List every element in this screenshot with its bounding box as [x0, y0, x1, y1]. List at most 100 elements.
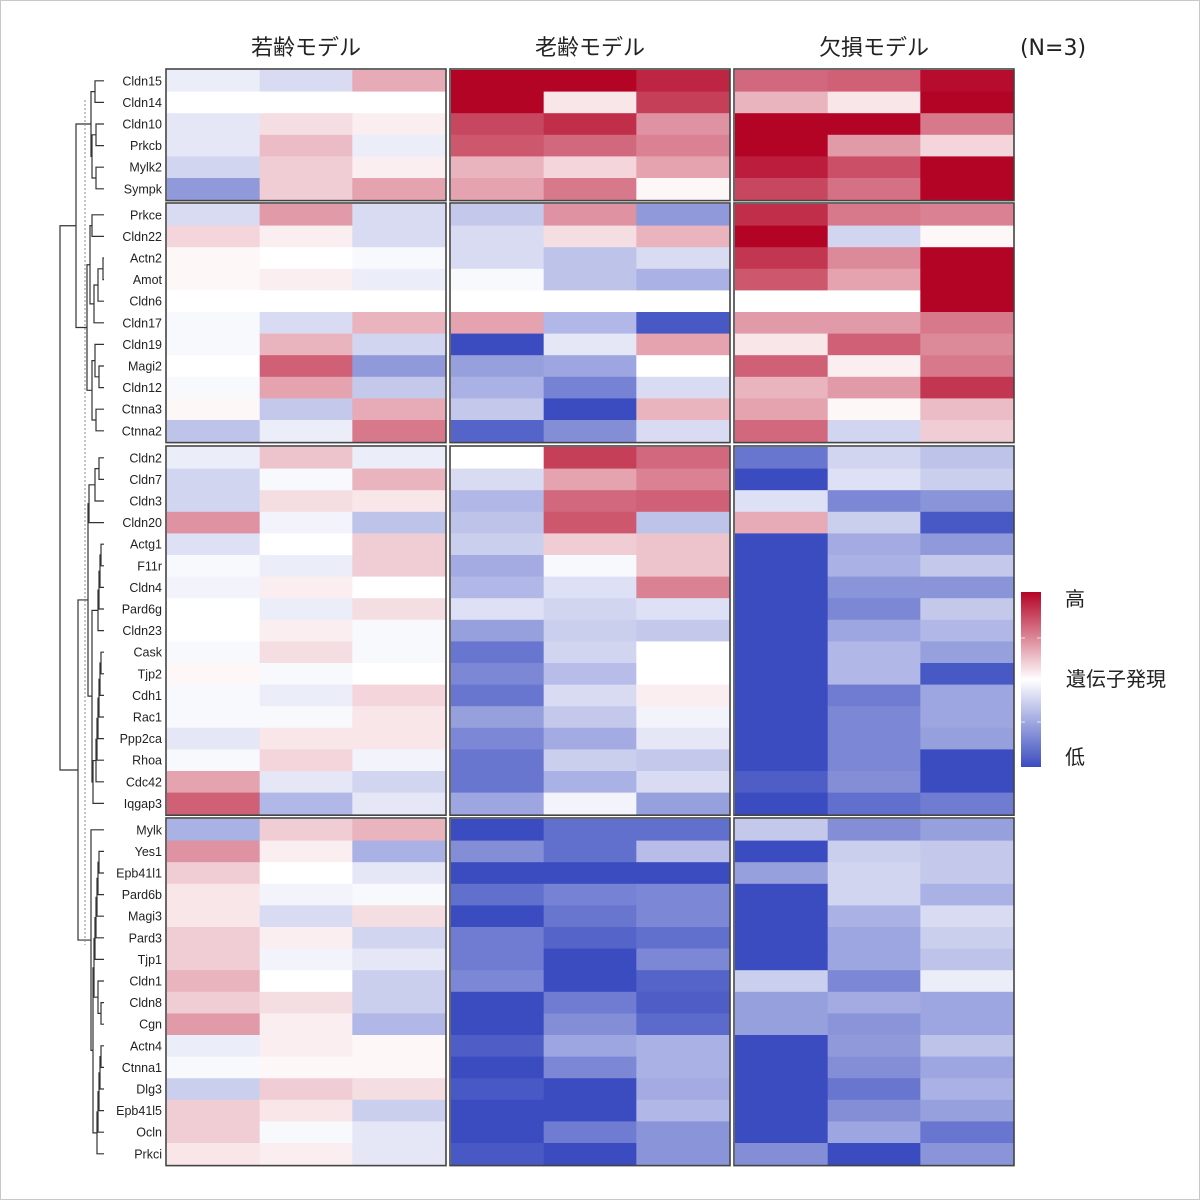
- heatmap-cell: [735, 749, 829, 772]
- heatmap-cell: [167, 134, 261, 157]
- heatmap-cell: [920, 268, 1014, 291]
- heatmap-cell: [827, 1056, 921, 1079]
- heatmap-cell: [451, 1056, 545, 1079]
- heatmap-cell: [352, 819, 446, 842]
- heatmap-cell: [352, 641, 446, 664]
- gene-label: Amot: [133, 273, 163, 287]
- heatmap-cell: [167, 771, 261, 794]
- heatmap-cell: [827, 862, 921, 885]
- heatmap-cell: [167, 840, 261, 863]
- heatmap-cell: [352, 490, 446, 513]
- heatmap-cell: [167, 792, 261, 815]
- heatmap-cell: [636, 1121, 730, 1144]
- heatmap-cell: [352, 948, 446, 971]
- heatmap-cell: [451, 134, 545, 157]
- heatmap-cell: [920, 840, 1014, 863]
- heatmap-cell: [167, 819, 261, 842]
- heatmap-cell: [636, 490, 730, 513]
- colorbar-title: 遺伝子発現: [1066, 667, 1166, 691]
- heatmap-cell: [827, 1078, 921, 1101]
- heatmap-cell: [451, 247, 545, 270]
- heatmap-cell: [636, 927, 730, 950]
- heatmap-cell: [543, 376, 637, 399]
- heatmap-cell: [451, 178, 545, 201]
- heatmap-cell: [543, 178, 637, 201]
- gene-label: Magi2: [128, 360, 162, 374]
- heatmap-cell: [451, 1143, 545, 1166]
- heatmap-cell: [543, 268, 637, 291]
- heatmap-cell: [167, 312, 261, 335]
- gene-label: Ocln: [136, 1126, 162, 1140]
- heatmap-cell: [543, 1056, 637, 1079]
- cluster-panel-border: [165, 817, 447, 1167]
- heatmap-cell: [259, 376, 353, 399]
- heatmap-cell: [735, 511, 829, 534]
- heatmap-cell: [827, 398, 921, 421]
- heatmap-cell: [920, 706, 1014, 729]
- heatmap-cell: [827, 1099, 921, 1122]
- heatmap-cell: [735, 247, 829, 270]
- heatmap-cell: [352, 883, 446, 906]
- heatmap-cell: [636, 663, 730, 686]
- heatmap-cell: [543, 883, 637, 906]
- heatmap-cell: [451, 948, 545, 971]
- heatmap-cell: [352, 555, 446, 578]
- heatmap-cell: [451, 749, 545, 772]
- heatmap-cell: [920, 156, 1014, 179]
- dendrogram-branch: [59, 225, 78, 771]
- heatmap-cell: [735, 134, 829, 157]
- heatmap-cell: [920, 113, 1014, 136]
- heatmap-cell: [259, 1035, 353, 1058]
- heatmap-cell: [920, 948, 1014, 971]
- heatmap-cell: [543, 927, 637, 950]
- heatmap-cell: [543, 576, 637, 599]
- heatmap-cell: [352, 1035, 446, 1058]
- heatmap-cell: [920, 883, 1014, 906]
- heatmap-cell: [259, 727, 353, 750]
- heatmap-cell: [920, 1099, 1014, 1122]
- heatmap-cell: [920, 862, 1014, 885]
- heatmap-cell: [636, 225, 730, 248]
- heatmap-cell: [636, 333, 730, 356]
- heatmap-cell: [352, 268, 446, 291]
- heatmap-cell: [920, 792, 1014, 815]
- heatmap-cell: [636, 355, 730, 378]
- dendrogram: [59, 80, 104, 1155]
- heatmap-cell: [735, 771, 829, 794]
- heatmap-cell: [827, 204, 921, 227]
- heatmap-cell: [451, 1035, 545, 1058]
- heatmap-cell: [352, 792, 446, 815]
- heatmap-cell: [543, 91, 637, 114]
- heatmap-cell: [352, 905, 446, 928]
- heatmap-cell: [352, 333, 446, 356]
- heatmap-cell: [735, 113, 829, 136]
- heatmap-cell: [920, 598, 1014, 621]
- heatmap-cell: [259, 948, 353, 971]
- heatmap-cell: [543, 490, 637, 513]
- heatmap-cell: [735, 862, 829, 885]
- heatmap-cell: [259, 749, 353, 772]
- heatmap-cell: [636, 905, 730, 928]
- gene-label: Rhoa: [132, 754, 162, 768]
- heatmap-cell: [167, 619, 261, 642]
- cluster-panel-border: [733, 202, 1015, 444]
- heatmap-cell: [827, 663, 921, 686]
- heatmap-cell: [543, 533, 637, 556]
- heatmap-cell: [636, 792, 730, 815]
- gene-label: Pard6g: [122, 603, 162, 617]
- heatmap-cell: [636, 598, 730, 621]
- gene-label: Cdh1: [132, 689, 162, 703]
- heatmap-cell: [451, 576, 545, 599]
- heatmap-cell: [259, 927, 353, 950]
- heatmap-cell: [735, 490, 829, 513]
- heatmap-cell: [827, 1035, 921, 1058]
- heatmap-cell: [167, 290, 261, 313]
- heatmap-cell: [735, 1035, 829, 1058]
- heatmap-cell: [636, 1013, 730, 1036]
- heatmap-cell: [735, 883, 829, 906]
- cluster-panel-border: [165, 68, 447, 202]
- heatmap-cell: [451, 555, 545, 578]
- heatmap-cell: [735, 905, 829, 928]
- heatmap-cell: [167, 1078, 261, 1101]
- heatmap-cell: [735, 1078, 829, 1101]
